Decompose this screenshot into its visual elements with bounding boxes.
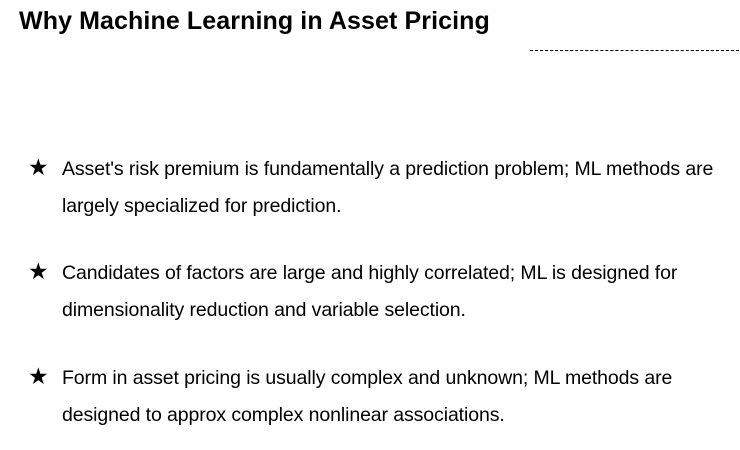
star-icon: ★: [28, 259, 49, 285]
star-icon: ★: [28, 155, 49, 181]
title-divider: [530, 50, 739, 51]
star-icon: ★: [28, 364, 49, 390]
bullet-text: Form in asset pricing is usually complex…: [62, 367, 673, 426]
bullet-text: Asset's risk premium is fundamentally a …: [62, 158, 714, 217]
bullet-text: Candidates of factors are large and high…: [62, 262, 678, 321]
slide-title: Why Machine Learning in Asset Pricing: [19, 7, 490, 35]
